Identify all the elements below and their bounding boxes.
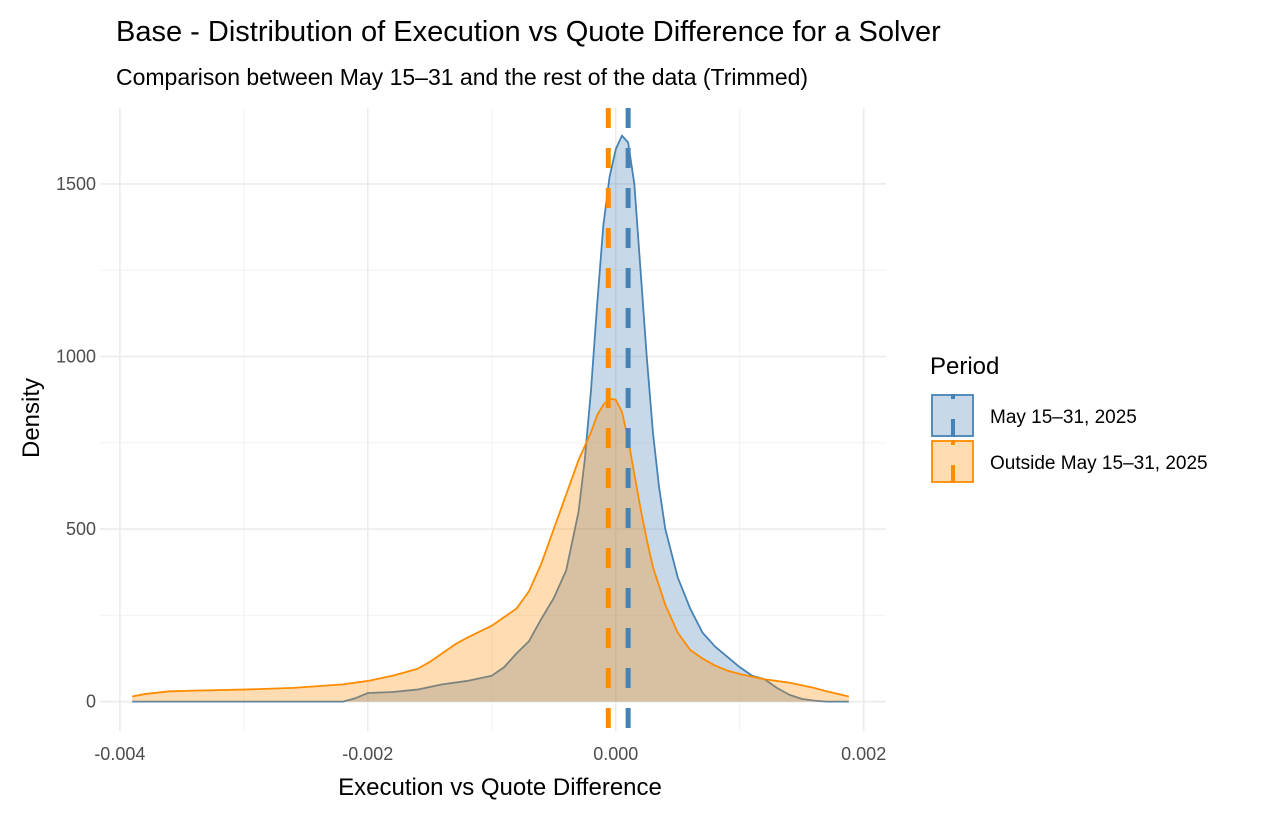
x-axis-title: Execution vs Quote Difference — [338, 774, 662, 801]
legend-label: May 15–31, 2025 — [990, 407, 1137, 428]
y-axis-title: Density — [18, 378, 45, 458]
legend-title: Period — [930, 353, 999, 380]
density-line-series-1 — [132, 397, 850, 698]
x-axis-ticks: -0.004 -0.002 0.000 0.002 — [94, 744, 886, 764]
legend-label: Outside May 15–31, 2025 — [990, 453, 1208, 474]
legend-item: Outside May 15–31, 2025 — [931, 440, 1208, 483]
x-tick-label: -0.002 — [342, 744, 393, 764]
chart-subtitle: Comparison between May 15–31 and the res… — [116, 64, 808, 90]
legend: Period May 15–31, 2025 Outside May 15–31,… — [930, 353, 1208, 483]
x-tick-label: 0.002 — [841, 744, 886, 764]
chart-title: Base - Distribution of Execution vs Quot… — [116, 16, 941, 48]
y-axis-ticks: 0 500 1000 1500 — [56, 174, 96, 712]
y-tick-label: 500 — [66, 519, 96, 539]
x-tick-label: -0.004 — [94, 744, 145, 764]
y-tick-label: 1000 — [56, 347, 96, 367]
density-fill-series-1 — [132, 398, 849, 702]
density-line-series-0 — [132, 134, 849, 703]
y-tick-label: 0 — [86, 692, 96, 712]
legend-item: May 15–31, 2025 — [931, 394, 1137, 437]
x-tick-label: 0.000 — [593, 744, 638, 764]
density-areas — [132, 134, 850, 703]
density-fill-series-0 — [132, 135, 849, 702]
y-tick-label: 1500 — [56, 174, 96, 194]
minor-gridlines — [100, 108, 886, 731]
